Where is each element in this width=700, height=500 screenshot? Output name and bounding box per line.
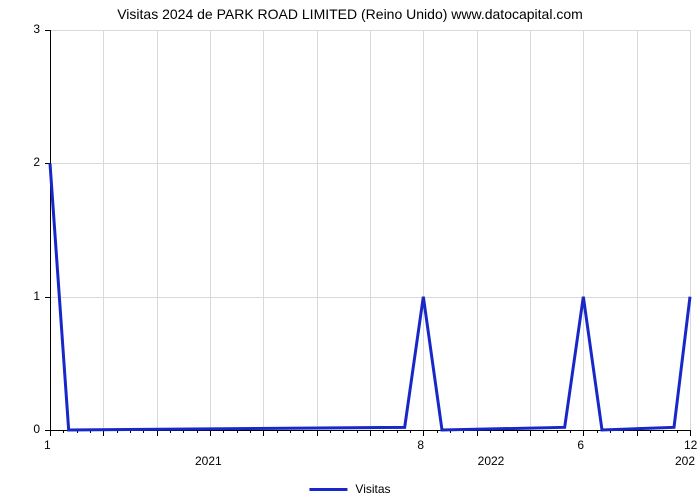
data-series — [0, 0, 700, 500]
chart-container: Visitas 2024 de PARK ROAD LIMITED (Reino… — [0, 0, 700, 500]
series-line — [50, 163, 690, 430]
